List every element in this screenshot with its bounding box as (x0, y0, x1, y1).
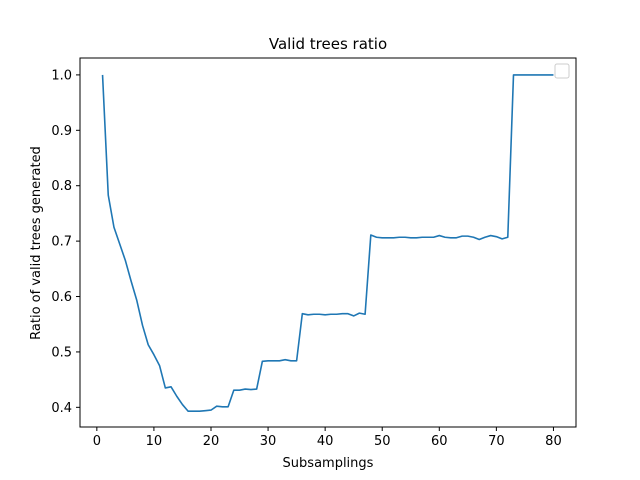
x-axis-label: Subsamplings (283, 456, 374, 471)
axes-frame (79, 57, 577, 428)
series-line-0 (101, 74, 554, 413)
x-tick-label: 70 (488, 434, 505, 449)
y-tick-label: 0.6 (51, 290, 72, 305)
x-tick-label: 60 (431, 434, 448, 449)
y-tick-label: 0.9 (51, 124, 72, 139)
y-axis-label: Ratio of valid trees generated (29, 146, 44, 340)
plot-area: 0 10 20 30 40 50 60 70 80 0.4 0.5 0.6 0.7 0.8 0.9 1.0 (51, 57, 577, 449)
y-tick-label: 0.4 (51, 401, 72, 416)
x-tick-label: 80 (545, 434, 562, 449)
y-tick-label: 1.0 (51, 68, 72, 83)
x-tick-label: 40 (317, 434, 334, 449)
y-tick-label: 0.5 (51, 345, 72, 360)
x-tick-label: 0 (93, 434, 101, 449)
x-tick-label: 30 (260, 434, 277, 449)
x-tick-label: 50 (374, 434, 391, 449)
x-tick-label: 20 (203, 434, 220, 449)
y-tick-label: 0.7 (51, 235, 72, 250)
y-tick-label: 0.8 (51, 179, 72, 194)
legend-box (554, 63, 570, 79)
x-tick-label: 10 (146, 434, 163, 449)
chart-title: Valid trees ratio (269, 35, 387, 53)
